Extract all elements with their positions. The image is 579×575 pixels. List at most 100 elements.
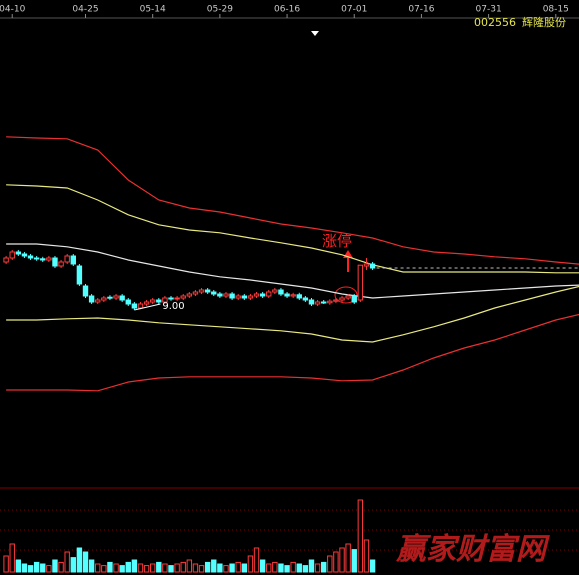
volume-bar xyxy=(46,565,52,573)
volume-bar xyxy=(351,549,357,573)
candle-body xyxy=(241,295,248,299)
candle-body xyxy=(272,289,278,293)
candle-body xyxy=(314,301,321,305)
annotation-circle xyxy=(334,286,358,304)
volume-bar xyxy=(247,555,254,573)
volume-bar xyxy=(58,561,64,573)
volume-bar xyxy=(149,563,156,573)
volume-bar xyxy=(278,563,284,573)
volume-bar xyxy=(186,559,193,573)
candle-body xyxy=(192,291,199,295)
volume-bar xyxy=(357,499,364,573)
x-tick-label: 04-25 xyxy=(72,5,98,15)
x-tick-label: 06-16 xyxy=(274,5,300,15)
volume-bar xyxy=(125,561,131,573)
volume-bar xyxy=(27,565,34,573)
candle-body xyxy=(95,299,101,303)
low-pointer xyxy=(134,303,161,311)
volume-bar xyxy=(204,561,211,573)
candle-body xyxy=(211,291,217,295)
candle-body xyxy=(58,261,64,267)
volume-bar xyxy=(253,547,260,573)
volume-bar xyxy=(40,563,46,573)
x-tick-label: 05-14 xyxy=(140,5,166,15)
band-line xyxy=(6,243,579,299)
candle-body xyxy=(88,295,95,303)
candle-body xyxy=(107,296,113,299)
candle-body xyxy=(186,293,193,297)
volume-bar xyxy=(52,559,58,573)
candle-body xyxy=(125,299,131,305)
candle-body xyxy=(247,295,254,299)
candle-body xyxy=(229,293,235,299)
volume-bar xyxy=(272,561,278,573)
stock-name: 辉隆股份 xyxy=(522,15,566,29)
candle-body xyxy=(290,294,296,297)
candle-body xyxy=(223,293,229,297)
candle-body xyxy=(308,299,315,305)
volume-bar xyxy=(259,559,266,573)
volume-bar xyxy=(64,551,70,573)
volume-bar xyxy=(162,563,168,573)
volume-bar xyxy=(70,557,76,573)
candle-body xyxy=(198,289,205,293)
candle-body xyxy=(70,255,76,265)
band-line xyxy=(6,313,579,392)
candle-body xyxy=(52,257,58,267)
volume-bar xyxy=(88,559,95,573)
volume-bar xyxy=(217,563,223,573)
volume-bar xyxy=(95,563,101,573)
volume-bar xyxy=(82,551,89,573)
volume-bar xyxy=(223,565,229,573)
limit-up-annotation: 涨停 xyxy=(322,232,352,250)
volume-bar xyxy=(314,563,321,573)
volume-bar xyxy=(339,547,345,573)
candle-body xyxy=(76,265,83,285)
candle-body xyxy=(46,257,52,261)
candle-body xyxy=(9,251,15,259)
candle-body xyxy=(327,300,333,304)
low-label: 9.00 xyxy=(162,301,184,312)
volume-bar xyxy=(180,561,186,573)
candle-body xyxy=(131,303,138,309)
volume-bar xyxy=(9,543,15,573)
candle-body xyxy=(278,289,284,295)
volume-bar xyxy=(21,563,28,573)
candle-body xyxy=(33,257,40,260)
volume-bar xyxy=(107,561,113,573)
band-line xyxy=(6,136,579,265)
candle-body xyxy=(113,295,119,299)
x-tick-label: 05-29 xyxy=(207,5,233,15)
volume-bar xyxy=(168,565,174,573)
candle-body xyxy=(339,297,345,301)
volume-bar xyxy=(229,563,235,573)
watermark: 赢家财富网 xyxy=(395,532,550,567)
candle-body xyxy=(259,293,266,297)
x-tick-label: 07-16 xyxy=(408,5,434,15)
candle-body xyxy=(369,263,376,269)
candle-body xyxy=(253,293,260,297)
volume-bar xyxy=(33,561,40,573)
candle-body xyxy=(101,297,107,301)
candle-body xyxy=(156,299,162,303)
x-tick-label: 07-01 xyxy=(341,5,367,15)
band-line xyxy=(6,285,579,343)
volume-bar xyxy=(113,563,119,573)
candle-body xyxy=(149,299,156,303)
volume-bar xyxy=(143,565,150,573)
volume-bar xyxy=(235,561,241,573)
x-tick-label: 04-10 xyxy=(0,5,26,15)
marker-triangle xyxy=(311,31,319,36)
volume-bar xyxy=(266,563,272,573)
candle-body xyxy=(217,293,223,297)
candle-body xyxy=(266,291,272,297)
volume-bar xyxy=(333,551,339,573)
volume-bar xyxy=(284,565,290,573)
band-line xyxy=(6,184,579,274)
candle-body xyxy=(27,255,34,259)
x-tick-label: 07-31 xyxy=(476,5,502,15)
volume-bar xyxy=(101,565,107,573)
